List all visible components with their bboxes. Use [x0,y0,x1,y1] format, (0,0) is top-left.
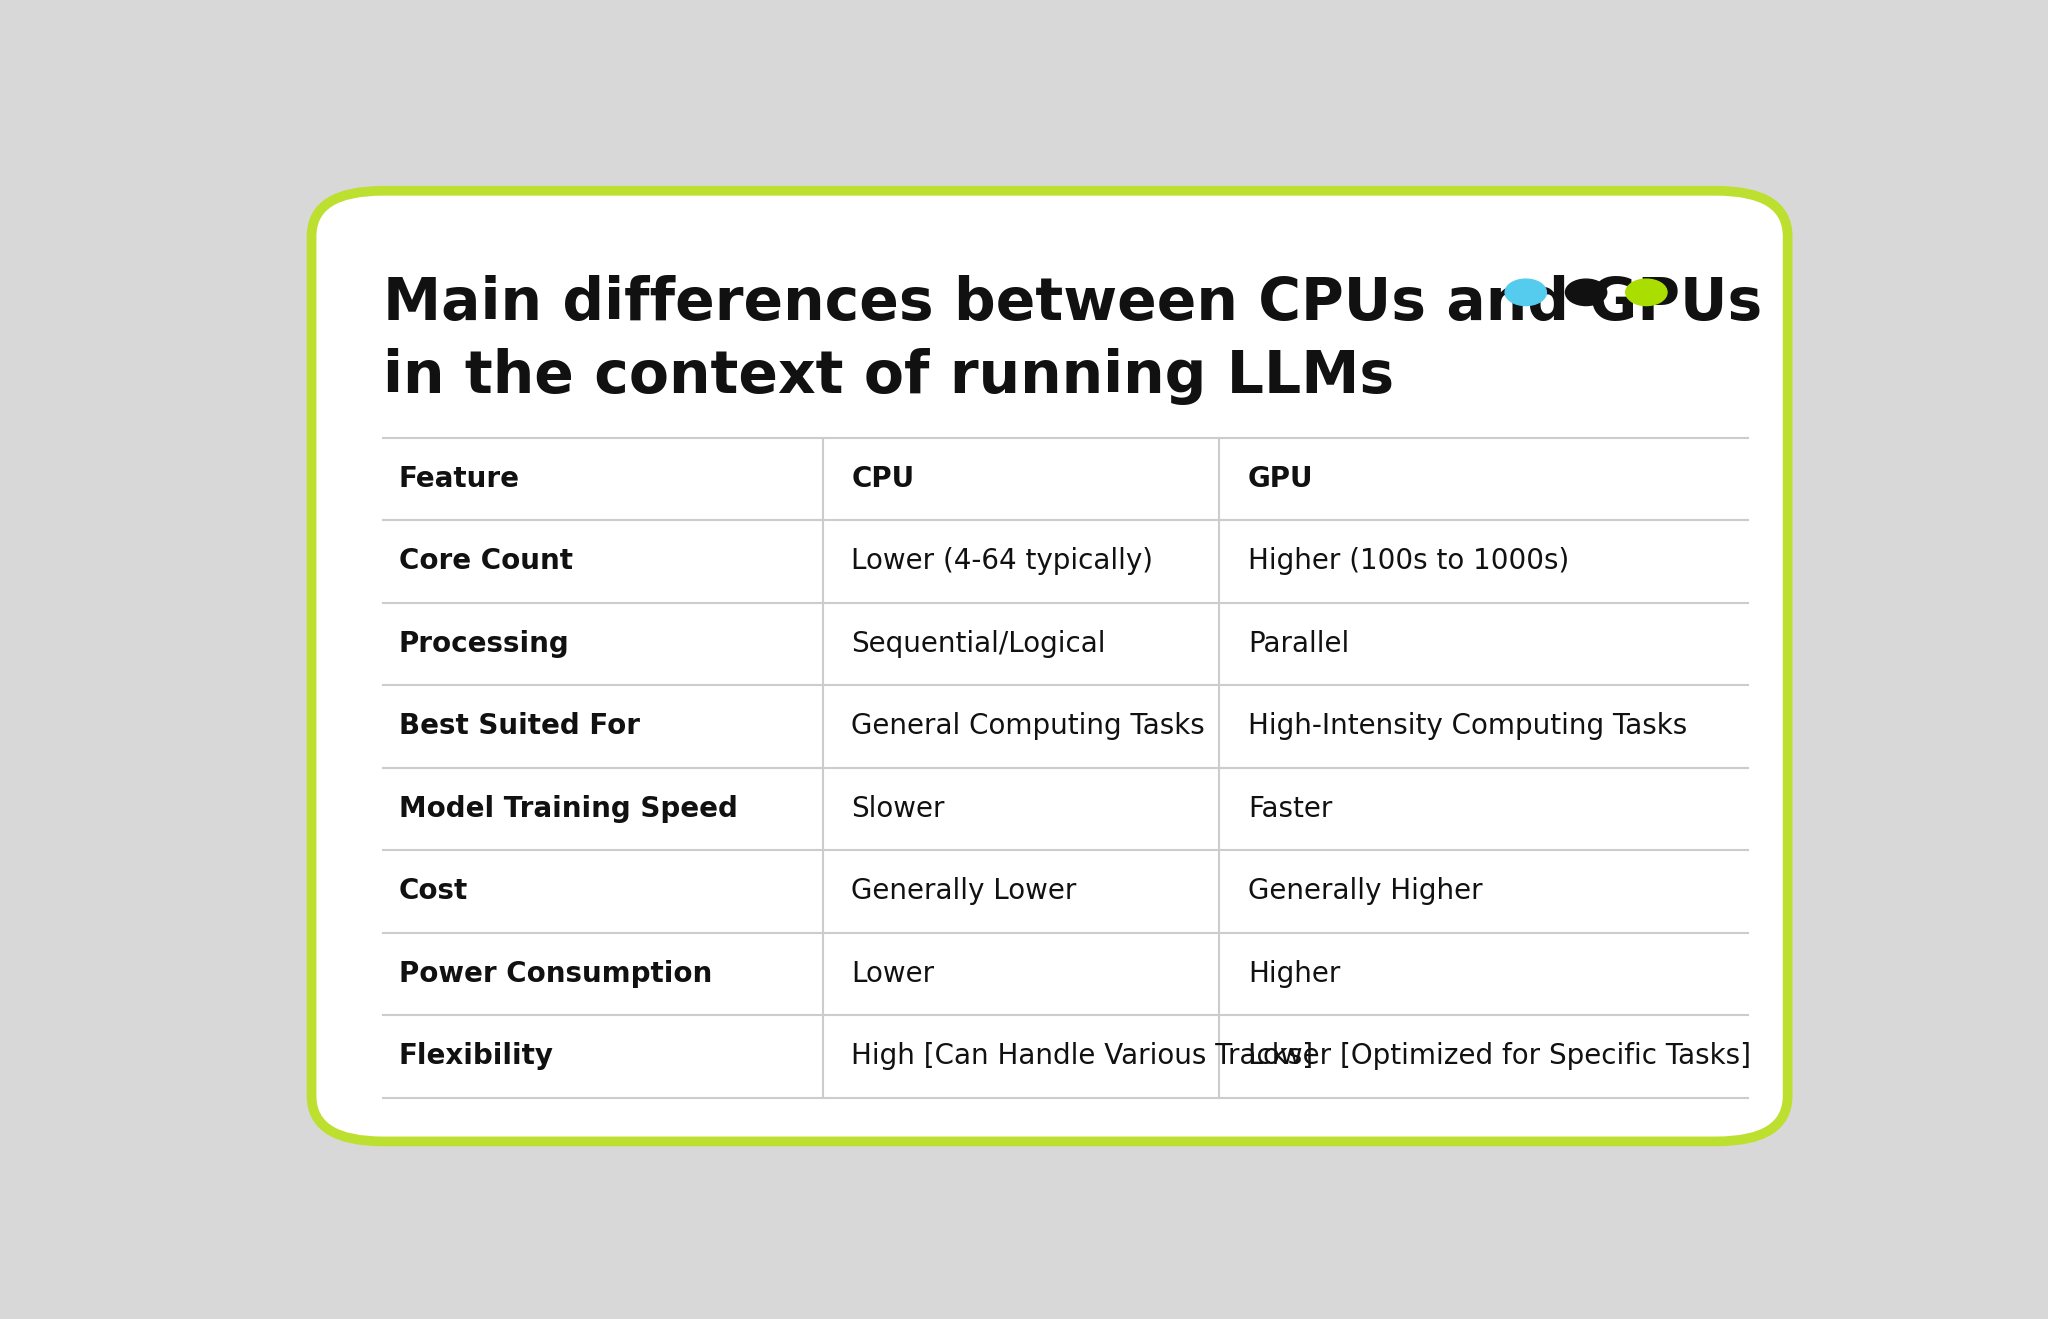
Text: General Computing Tasks: General Computing Tasks [852,712,1204,740]
Text: High-Intensity Computing Tasks: High-Intensity Computing Tasks [1247,712,1688,740]
Text: Core Count: Core Count [399,547,573,575]
Text: Best Suited For: Best Suited For [399,712,639,740]
Text: CPU: CPU [852,464,913,493]
Text: Faster: Faster [1247,795,1333,823]
Text: Higher (100s to 1000s): Higher (100s to 1000s) [1247,547,1569,575]
Circle shape [1626,280,1667,306]
Text: Cost: Cost [399,877,469,905]
FancyBboxPatch shape [311,191,1788,1141]
Text: Power Consumption: Power Consumption [399,960,713,988]
Text: Sequential/Logical: Sequential/Logical [852,630,1106,658]
Text: Higher: Higher [1247,960,1339,988]
Text: GPU: GPU [1247,464,1313,493]
Text: Processing: Processing [399,630,569,658]
Text: Parallel: Parallel [1247,630,1350,658]
Circle shape [1565,280,1608,306]
Text: Main differences between CPUs and GPUs: Main differences between CPUs and GPUs [383,276,1761,332]
Text: Lower [Optimized for Specific Tasks]: Lower [Optimized for Specific Tasks] [1247,1042,1751,1071]
Text: in the context of running LLMs: in the context of running LLMs [383,348,1395,405]
Text: Lower (4-64 typically): Lower (4-64 typically) [852,547,1153,575]
Circle shape [1505,280,1546,306]
Text: Lower: Lower [852,960,934,988]
Text: Generally Lower: Generally Lower [852,877,1077,905]
Text: Slower: Slower [852,795,944,823]
Text: High [Can Handle Various Tracks]: High [Can Handle Various Tracks] [852,1042,1313,1071]
Text: Feature: Feature [399,464,520,493]
Text: Model Training Speed: Model Training Speed [399,795,737,823]
Text: Generally Higher: Generally Higher [1247,877,1483,905]
Text: Flexibility: Flexibility [399,1042,553,1071]
